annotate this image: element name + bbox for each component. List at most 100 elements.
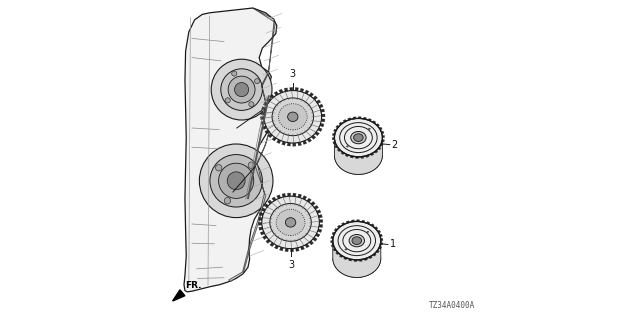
- Polygon shape: [287, 143, 291, 146]
- Polygon shape: [357, 220, 360, 221]
- Polygon shape: [336, 125, 339, 128]
- Circle shape: [221, 69, 262, 110]
- Text: 2: 2: [392, 140, 398, 150]
- Ellipse shape: [278, 104, 307, 130]
- Polygon shape: [337, 225, 340, 228]
- Polygon shape: [312, 237, 317, 241]
- Ellipse shape: [345, 249, 346, 250]
- Polygon shape: [268, 134, 273, 138]
- Polygon shape: [333, 129, 337, 132]
- Polygon shape: [276, 195, 281, 199]
- Circle shape: [232, 71, 237, 76]
- Polygon shape: [311, 201, 316, 205]
- Polygon shape: [344, 257, 347, 260]
- Polygon shape: [305, 90, 309, 94]
- Circle shape: [216, 164, 222, 171]
- Polygon shape: [332, 244, 334, 247]
- Polygon shape: [279, 89, 283, 93]
- Polygon shape: [348, 118, 351, 120]
- Polygon shape: [337, 149, 340, 152]
- Polygon shape: [380, 234, 382, 237]
- Polygon shape: [290, 87, 292, 91]
- Circle shape: [200, 144, 273, 218]
- Ellipse shape: [353, 134, 364, 141]
- Polygon shape: [381, 238, 383, 241]
- Circle shape: [227, 172, 245, 190]
- Ellipse shape: [334, 118, 383, 157]
- Polygon shape: [309, 92, 314, 97]
- Polygon shape: [262, 107, 266, 110]
- Polygon shape: [332, 138, 335, 140]
- Polygon shape: [291, 249, 294, 252]
- Polygon shape: [259, 212, 264, 216]
- Polygon shape: [262, 126, 267, 130]
- Polygon shape: [276, 140, 281, 144]
- Polygon shape: [300, 246, 305, 250]
- Polygon shape: [332, 232, 335, 235]
- Ellipse shape: [367, 231, 369, 232]
- Polygon shape: [260, 117, 264, 120]
- Polygon shape: [259, 217, 262, 220]
- Polygon shape: [320, 124, 324, 127]
- Polygon shape: [266, 98, 271, 102]
- Ellipse shape: [276, 209, 305, 236]
- Polygon shape: [358, 117, 361, 118]
- Polygon shape: [333, 241, 381, 277]
- Polygon shape: [378, 147, 381, 150]
- Ellipse shape: [369, 128, 370, 129]
- Circle shape: [224, 197, 230, 204]
- Polygon shape: [372, 121, 376, 123]
- Polygon shape: [374, 150, 378, 153]
- Polygon shape: [332, 133, 335, 136]
- Polygon shape: [331, 236, 333, 239]
- Polygon shape: [265, 130, 269, 134]
- Text: FR.: FR.: [186, 281, 202, 290]
- Polygon shape: [379, 127, 382, 130]
- Polygon shape: [381, 131, 384, 134]
- Polygon shape: [272, 137, 276, 141]
- Polygon shape: [379, 247, 381, 249]
- Polygon shape: [298, 194, 301, 198]
- Polygon shape: [353, 117, 356, 119]
- Polygon shape: [343, 119, 346, 122]
- Polygon shape: [316, 100, 321, 104]
- Polygon shape: [362, 220, 365, 222]
- Polygon shape: [341, 222, 345, 225]
- Polygon shape: [341, 152, 344, 155]
- Polygon shape: [317, 128, 322, 132]
- Polygon shape: [380, 144, 383, 146]
- Polygon shape: [331, 241, 333, 243]
- Polygon shape: [307, 138, 312, 142]
- Polygon shape: [184, 8, 277, 292]
- Polygon shape: [284, 88, 288, 92]
- Polygon shape: [371, 224, 374, 226]
- Polygon shape: [264, 102, 268, 106]
- Polygon shape: [339, 122, 342, 125]
- Polygon shape: [285, 248, 288, 252]
- Polygon shape: [346, 221, 349, 223]
- Polygon shape: [378, 230, 381, 233]
- Polygon shape: [319, 224, 323, 228]
- Ellipse shape: [264, 91, 321, 143]
- Ellipse shape: [333, 221, 381, 260]
- Polygon shape: [374, 227, 378, 229]
- Polygon shape: [313, 96, 317, 100]
- Polygon shape: [351, 220, 355, 222]
- Polygon shape: [270, 243, 275, 247]
- Polygon shape: [274, 91, 278, 95]
- Polygon shape: [296, 248, 299, 251]
- Polygon shape: [354, 260, 357, 261]
- Polygon shape: [270, 94, 275, 99]
- Polygon shape: [321, 109, 324, 112]
- Polygon shape: [316, 233, 320, 237]
- Polygon shape: [260, 231, 264, 235]
- Circle shape: [228, 76, 255, 103]
- Ellipse shape: [352, 237, 362, 244]
- Polygon shape: [359, 260, 362, 261]
- Text: 3: 3: [290, 69, 296, 79]
- Polygon shape: [275, 245, 278, 249]
- Polygon shape: [298, 142, 301, 146]
- Polygon shape: [319, 220, 323, 222]
- Polygon shape: [368, 118, 371, 121]
- Polygon shape: [314, 205, 319, 209]
